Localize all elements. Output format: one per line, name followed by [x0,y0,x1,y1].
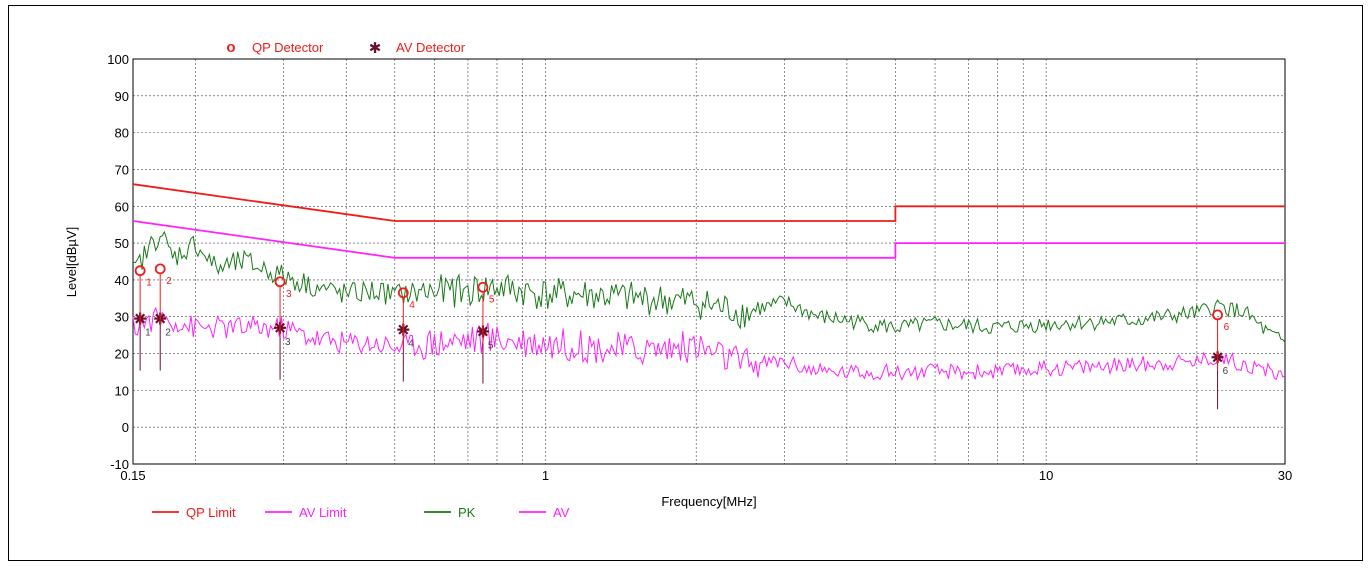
qp-marker-circle [274,276,286,288]
qp-marker-circle [1212,309,1223,321]
y-tick-label: 70 [115,162,129,177]
series-layer [132,183,1286,381]
av-marker-number: 6 [1223,366,1229,377]
legend-label-av: AV [553,505,570,520]
y-tick-label: 90 [115,89,129,104]
av-marker: 4 [397,323,414,382]
qp-marker-number: 5 [489,294,495,305]
marker-layer: 1 2 3 4 5 6 1 2 3 4 5 6 [134,263,1230,410]
series-line-av-limit [132,220,1285,259]
av-marker: 5 [476,325,494,384]
qp-detector-symbol: o [226,39,235,56]
y-tick-label: 20 [115,347,129,362]
x-tick-label: 0.15 [120,468,145,483]
x-axis-label: Frequency[MHz] [661,494,756,509]
y-tick-label: 60 [115,199,129,214]
y-tick-label: 30 [115,310,129,325]
qp-marker-number: 4 [409,300,415,311]
y-tick-label: 40 [115,273,129,288]
av-marker-number: 3 [285,337,291,348]
legend-label-av-limit: AV Limit [299,505,347,520]
qp-marker-circle [154,263,166,275]
series-line-pk [132,230,1286,343]
qp-marker-number: 3 [286,289,292,300]
y-tick-label: 0 [122,420,129,435]
x-tick-label: 1 [542,468,549,483]
av-marker-number: 1 [145,328,151,339]
qp-marker-circle [477,281,489,293]
qp-marker-number: 2 [166,276,172,287]
tick-labels: -10 0 10 20 30 40 50 60 70 80 90 100 0.15 1 10 30 [107,52,1292,483]
y-tick-label: 50 [115,236,129,251]
av-marker-number: 5 [488,340,494,351]
y-tick-label: 10 [115,383,129,398]
qp-marker: 6 [1212,309,1230,371]
qp-marker-number: 6 [1224,322,1230,333]
qp-marker: 4 [397,287,415,349]
x-tick-label: 10 [1039,468,1053,483]
qp-marker-circle [397,287,409,299]
av-marker: 1 [134,312,151,371]
legend-label-pk: PK [458,505,476,520]
legend-label-qp-limit: QP Limit [186,505,236,520]
av-marker: 6 [1211,351,1229,410]
qp-marker-circle [134,265,146,277]
plot-area [132,58,1286,465]
qp-detector-label: QP Detector [252,40,324,55]
av-detector-symbol: ✱ [369,40,382,57]
y-tick-label: 100 [107,52,129,67]
qp-marker: 5 [477,281,495,344]
qp-marker: 1 [134,265,152,327]
series-line-qp-limit [132,183,1285,222]
legend-top: o QP Detector ✱ AV Detector [226,39,465,57]
y-axis-label: Level[dBµV] [64,227,79,297]
av-marker: 3 [274,321,291,380]
series-line-av [132,306,1286,381]
qp-marker-number: 1 [146,278,152,289]
y-tick-label: -10 [110,457,129,472]
grid [133,58,1285,465]
qp-marker: 2 [154,263,172,325]
av-marker-number: 2 [165,328,171,339]
y-tick-label: 80 [115,126,129,141]
qp-marker: 3 [274,276,292,338]
chart-frame [8,5,1363,561]
legend-bottom: QP Limit AV Limit PK AV [152,505,570,520]
av-detector-label: AV Detector [396,40,466,55]
x-tick-label: 30 [1278,468,1292,483]
av-marker-number: 4 [408,339,414,350]
